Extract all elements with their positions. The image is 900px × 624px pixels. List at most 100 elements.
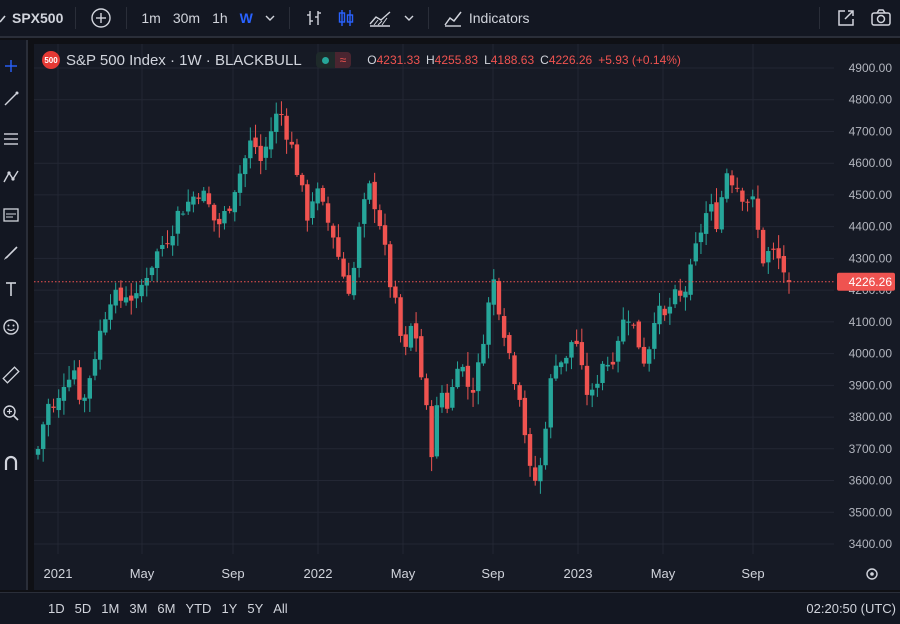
candle-body <box>134 293 139 299</box>
range-ytd[interactable]: YTD <box>185 601 212 616</box>
candle-body <box>66 379 72 388</box>
range-3m[interactable]: 3M <box>129 601 148 616</box>
time-tick-label: 2023 <box>564 566 593 581</box>
candle-body <box>735 187 740 189</box>
range-1y[interactable]: 1Y <box>221 601 238 616</box>
range-all[interactable]: All <box>273 601 288 616</box>
brush-icon[interactable] <box>0 244 22 262</box>
zoom-in-icon[interactable] <box>0 404 22 422</box>
indicators-button[interactable]: Indicators <box>443 0 530 37</box>
price-chart[interactable]: 4900.00 4800.00 4700.00 4600.00 4500.00 4400.… <box>34 44 900 590</box>
candle-body <box>123 297 129 303</box>
search-icon <box>0 10 10 26</box>
text-icon[interactable] <box>0 280 22 298</box>
bar-style-icon[interactable] <box>304 8 324 28</box>
candle-body <box>558 362 564 368</box>
legend-title[interactable]: S&P 500 Index · 1W · BLACKBULL <box>66 51 302 69</box>
range-5d[interactable]: 5D <box>74 601 92 616</box>
ruler-icon[interactable] <box>0 366 22 384</box>
candle-body <box>113 289 118 306</box>
candle-body <box>170 236 175 246</box>
candle-body <box>766 251 771 263</box>
candle-body <box>108 304 113 320</box>
candle-body <box>377 210 383 226</box>
market-status-badge[interactable]: ≈ <box>315 52 352 68</box>
pattern-icon[interactable] <box>0 168 22 186</box>
clock[interactable]: 02:20:50 (UTC) <box>806 601 896 616</box>
range-1d[interactable]: 1D <box>48 601 65 616</box>
ohlc-close-value: 4226.26 <box>548 53 593 67</box>
candle-body <box>320 187 326 202</box>
interval-1h[interactable]: 1h <box>212 10 228 26</box>
interval-1m[interactable]: 1m <box>141 10 161 26</box>
candle-body <box>222 210 227 224</box>
candle-body <box>242 158 248 175</box>
candle-body <box>92 359 98 376</box>
range-6m[interactable]: 6M <box>157 601 176 616</box>
candle-body <box>501 316 507 338</box>
candle-body <box>610 361 616 365</box>
interval-w[interactable]: W <box>239 10 253 26</box>
chevron-down-icon[interactable] <box>265 14 275 22</box>
interval-30m[interactable]: 30m <box>172 10 201 26</box>
candle-body <box>398 297 403 336</box>
fib-retracement-icon[interactable] <box>0 130 22 148</box>
crosshair-icon[interactable] <box>0 58 22 74</box>
compare-symbol-button[interactable] <box>90 7 112 29</box>
candle-body <box>771 248 776 250</box>
chart-pane[interactable]: 4900.00 4800.00 4700.00 4600.00 4500.00 4400.… <box>34 44 900 590</box>
chevron-down-icon[interactable] <box>404 14 414 22</box>
candle-body <box>227 208 232 211</box>
candle-body <box>672 289 678 305</box>
candle-body <box>476 362 481 392</box>
candle-body <box>533 467 538 481</box>
candle-body <box>284 115 289 140</box>
price-tick-label: 3800.00 <box>849 410 893 424</box>
candle-body <box>211 204 217 221</box>
area-chart-icon[interactable] <box>368 8 392 28</box>
price-tick-label: 3500.00 <box>849 505 893 519</box>
range-5y[interactable]: 5Y <box>247 601 264 616</box>
price-tick-label: 4600.00 <box>849 156 893 170</box>
candle-body <box>657 305 662 325</box>
candle-body <box>553 365 559 379</box>
candle-body <box>564 357 569 364</box>
settings-gear-icon[interactable] <box>866 568 878 580</box>
candle-body <box>465 365 471 387</box>
candle-body <box>646 349 652 364</box>
divider <box>126 7 128 29</box>
magnet-icon[interactable] <box>0 454 22 472</box>
candle-body <box>393 286 398 298</box>
candle-body <box>745 201 750 203</box>
candle-body <box>517 385 522 400</box>
current-price-label: 4226.26 <box>849 275 893 289</box>
trend-line-icon[interactable] <box>0 90 22 108</box>
candle-body <box>336 237 341 257</box>
candle-body <box>413 323 419 339</box>
candle-body <box>470 389 476 393</box>
time-tick-label: May <box>391 566 416 581</box>
candle-body <box>325 203 331 223</box>
candle-body <box>740 190 745 202</box>
candle-body <box>237 173 243 193</box>
candle-body <box>51 406 56 408</box>
symbol-selector[interactable]: SPX500 <box>0 0 63 37</box>
candle-body <box>315 188 320 204</box>
price-tick-label: 4400.00 <box>849 220 893 234</box>
camera-icon[interactable] <box>870 8 892 28</box>
candle-body <box>444 392 450 409</box>
candle-body <box>356 226 362 268</box>
plus-circle-icon <box>91 8 112 28</box>
candle-body <box>139 284 144 297</box>
candle-body <box>419 336 424 378</box>
ohlc-high-label: H <box>426 53 435 67</box>
publish-icon[interactable] <box>836 8 856 28</box>
range-1m[interactable]: 1M <box>101 601 120 616</box>
candle-body <box>781 256 787 273</box>
candle-body <box>512 355 517 385</box>
forecast-icon[interactable] <box>0 206 22 224</box>
emoji-icon[interactable] <box>0 318 22 336</box>
candle-body <box>268 131 274 150</box>
candle-body <box>346 275 351 294</box>
candles-icon[interactable] <box>336 8 356 28</box>
